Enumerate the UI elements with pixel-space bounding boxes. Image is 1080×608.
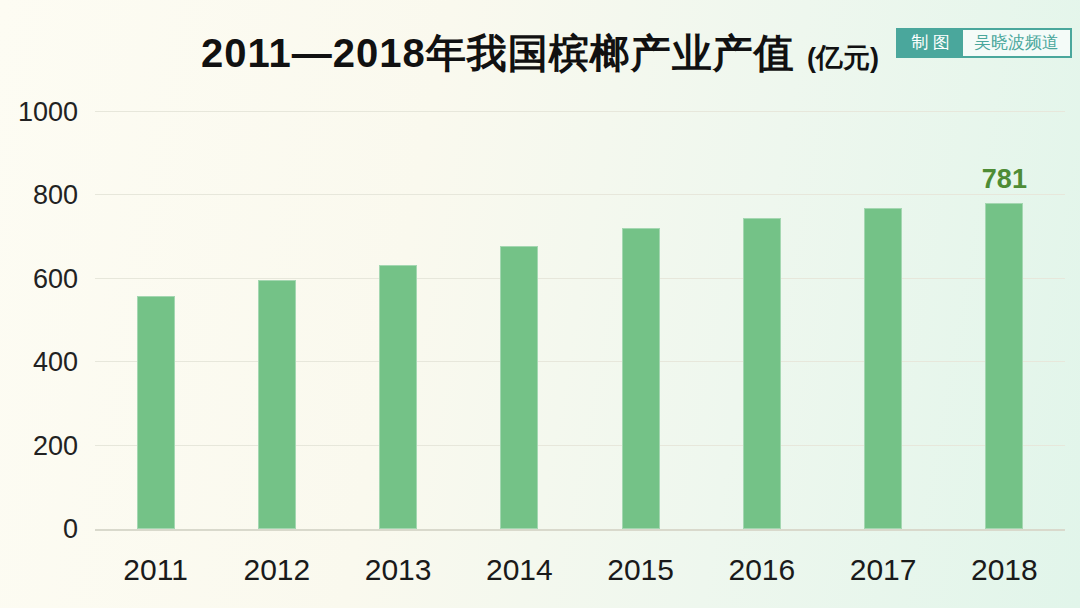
bar-series: 20112012201320142015201620177812018 — [95, 112, 1065, 529]
x-tick-label-2011: 2011 — [123, 555, 188, 585]
bar-2015 — [622, 228, 660, 529]
bar-2012 — [258, 280, 296, 529]
bar-slot-2015: 2015 — [580, 112, 701, 529]
bar-2011 — [137, 296, 175, 529]
x-tick-label-2014: 2014 — [486, 555, 553, 585]
credit-badge: 制 图 吴晓波频道 — [896, 28, 1072, 58]
bar-slot-2012: 2012 — [216, 112, 337, 529]
page-title-unit: (亿元) — [807, 43, 879, 73]
y-tick-label-200: 200 — [33, 432, 78, 459]
y-axis-labels: 02004006008001000 — [0, 112, 78, 529]
x-tick-label-2018: 2018 — [971, 555, 1038, 585]
value-label-2018: 781 — [982, 166, 1027, 193]
bar-2016 — [743, 218, 781, 529]
y-tick-label-600: 600 — [33, 265, 78, 292]
bar-slot-2013: 2013 — [338, 112, 459, 529]
y-tick-label-800: 800 — [33, 182, 78, 209]
x-tick-label-2015: 2015 — [607, 555, 674, 585]
credit-badge-right: 吴晓波频道 — [963, 30, 1070, 56]
bar-2013 — [379, 265, 417, 529]
bar-slot-2017: 2017 — [823, 112, 944, 529]
y-tick-label-400: 400 — [33, 349, 78, 376]
bar-2018 — [985, 203, 1023, 529]
bar-slot-2018: 7812018 — [944, 112, 1065, 529]
chart-canvas: 2011—2018年我国槟榔产业产值 (亿元) 制 图 吴晓波频道 0 200 40… — [0, 0, 1080, 608]
bar-2014 — [500, 246, 538, 529]
y-tick-label-0: 0 — [63, 516, 78, 543]
bar-slot-2011: 2011 — [95, 112, 216, 529]
bar-slot-2014: 2014 — [459, 112, 580, 529]
page-title-text: 2011—2018年我国槟榔产业产值 — [201, 31, 795, 75]
x-tick-label-2012: 2012 — [244, 555, 311, 585]
bar-slot-2016: 2016 — [701, 112, 822, 529]
bar-2017 — [864, 208, 902, 529]
x-tick-label-2013: 2013 — [365, 555, 432, 585]
x-tick-label-2016: 2016 — [729, 555, 796, 585]
y-tick-label-1000: 1000 — [18, 99, 78, 126]
credit-badge-left: 制 图 — [898, 30, 963, 56]
x-tick-label-2017: 2017 — [850, 555, 917, 585]
bar-chart-plot-area: 20112012201320142015201620177812018 — [95, 112, 1065, 531]
